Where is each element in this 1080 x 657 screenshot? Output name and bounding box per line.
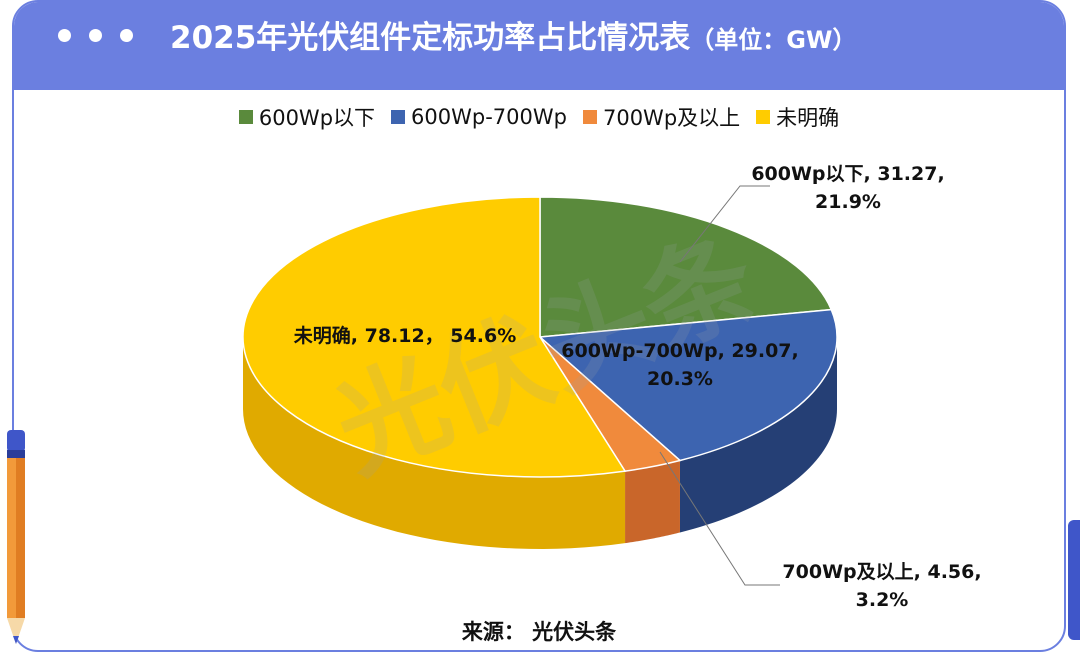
legend-label: 600Wp以下 (258, 106, 376, 130)
legend-item: 600Wp以下 (238, 102, 376, 132)
data-label: 20.3% (647, 368, 713, 390)
legend-swatch (238, 110, 253, 124)
leader-line (659, 451, 780, 586)
pie-side (679, 337, 837, 533)
pie-slice (242, 196, 627, 478)
chart-title: 2025年光伏组件定标功率占比情况表（单位：GW） (170, 18, 856, 58)
dot-icon (120, 29, 133, 42)
data-label: 3.2% (856, 589, 909, 611)
legend-label: 600Wp-700Wp (411, 105, 567, 129)
data-label: 21.9% (815, 191, 881, 213)
pie-slice (539, 196, 833, 338)
data-label: 600Wp-700Wp, 29.07, (561, 340, 798, 362)
pie-slice (538, 308, 838, 462)
dot-icon (58, 29, 71, 42)
legend-item: 600Wp-700Wp (391, 102, 567, 132)
source-note: 来源： 光伏头条 (461, 620, 617, 644)
legend-swatch (391, 110, 406, 124)
dot-icon (89, 29, 102, 42)
leader-lines (659, 185, 780, 586)
legend-item: 700Wp及以上 (582, 102, 741, 132)
legend-swatch (582, 110, 597, 124)
title-unit: （单位：GW） (690, 26, 857, 54)
data-label: 未明确, 78.12， 54.6% (293, 324, 516, 347)
pie-side (243, 337, 626, 549)
pie-side (625, 460, 680, 544)
side-tab (1068, 520, 1080, 640)
leader-line (679, 185, 770, 263)
legend-label: 700Wp及以上 (602, 106, 741, 130)
pencil-icon (7, 430, 25, 644)
title-bar: 2025年光伏组件定标功率占比情况表（单位：GW） (14, 2, 1064, 90)
window-dots (58, 29, 133, 42)
pie-side-walls (243, 337, 837, 549)
legend-label: 未明确 (776, 106, 840, 130)
title-text: 2025年光伏组件定标功率占比情况表 (170, 20, 691, 56)
legend-item: 未明确 (756, 102, 839, 132)
pie-top (242, 196, 838, 478)
data-label: 600Wp以下, 31.27, (751, 163, 944, 185)
data-label: 700Wp及以上, 4.56, (782, 561, 981, 583)
legend-swatch (756, 110, 771, 124)
legend: 600Wp以下 600Wp-700Wp 700Wp及以上 未明确 (14, 102, 1064, 132)
